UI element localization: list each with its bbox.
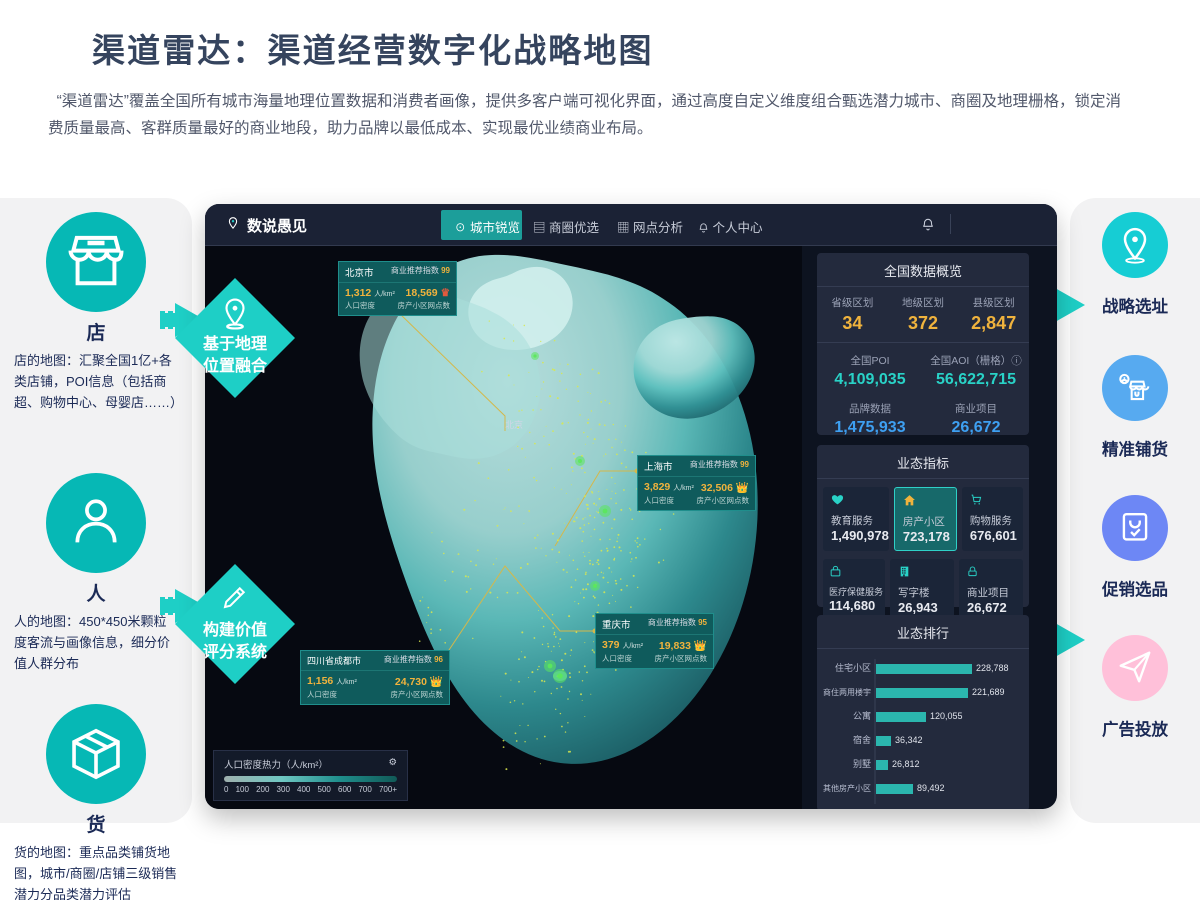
svg-text:商住两用楼宇: 商住两用楼宇 bbox=[823, 687, 871, 697]
svg-text:221,689: 221,689 bbox=[972, 687, 1005, 697]
svg-text:公寓: 公寓 bbox=[853, 710, 871, 721]
svg-text:26,812: 26,812 bbox=[892, 759, 920, 769]
svg-text:住宅小区: 住宅小区 bbox=[835, 662, 871, 673]
svg-text:别墅: 别墅 bbox=[853, 759, 871, 769]
svg-text:120,055: 120,055 bbox=[930, 711, 963, 721]
svg-text:36,342: 36,342 bbox=[895, 735, 923, 745]
svg-text:89,492: 89,492 bbox=[917, 783, 945, 793]
svg-text:其他房产小区: 其他房产小区 bbox=[823, 783, 871, 793]
svg-text:228,788: 228,788 bbox=[976, 663, 1009, 673]
svg-text:宿舍: 宿舍 bbox=[853, 734, 871, 745]
